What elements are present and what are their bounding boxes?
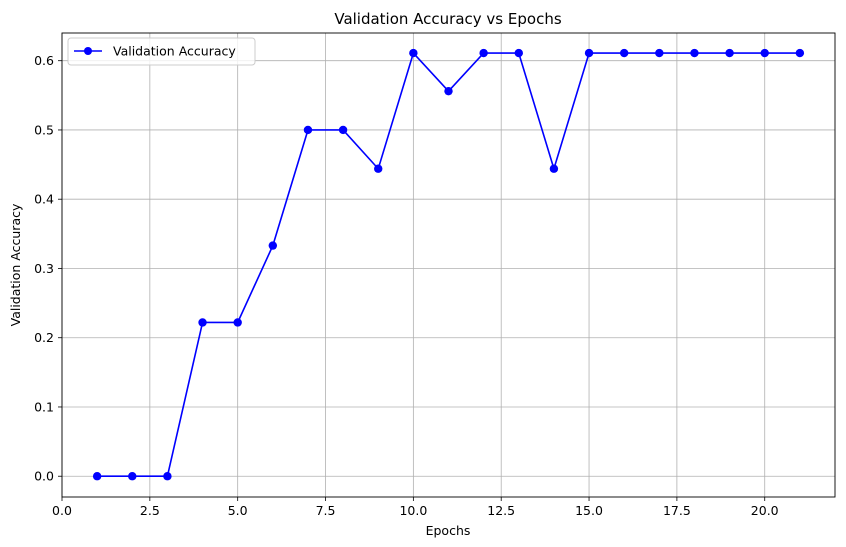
x-tick-label: 12.5 (487, 503, 515, 518)
data-point (128, 472, 137, 481)
data-point (374, 164, 383, 173)
plot-frame (61, 32, 836, 498)
y-tick-label: 0.1 (34, 399, 54, 414)
data-point (549, 164, 559, 173)
x-tick-label: 20.0 (751, 503, 779, 518)
series-line (97, 52, 800, 478)
data-point (760, 48, 769, 58)
y-tick-label: 0.2 (34, 330, 54, 345)
y-tick-label: 0.0 (34, 469, 54, 484)
legend: Validation Accuracy (67, 37, 256, 66)
data-point (444, 86, 453, 96)
data-point (303, 125, 313, 135)
data-point (409, 48, 418, 58)
legend-marker-swatch (84, 47, 92, 55)
data-point (655, 48, 664, 58)
legend-label: Validation Accuracy (113, 44, 236, 59)
data-point (338, 125, 348, 135)
data-point (725, 48, 734, 58)
x-tick-label: 5.0 (228, 503, 248, 518)
x-axis-label: Epochs (426, 523, 471, 538)
data-point (163, 472, 172, 481)
y-axis-ticks: 0.0 0.1 0.2 0.3 0.4 0.5 0.6 (34, 53, 62, 484)
x-axis-ticks: 0.0 2.5 5.0 7.5 10.0 12.5 15.0 17.5 20.0 (52, 497, 779, 518)
y-tick-label: 0.6 (34, 53, 54, 68)
x-tick-label: 17.5 (663, 503, 691, 518)
legend-box (67, 37, 256, 66)
series-layer (92, 48, 805, 481)
y-tick-label: 0.4 (34, 192, 54, 207)
y-axis-label: Validation Accuracy (8, 203, 23, 326)
y-tick-label: 0.5 (34, 122, 54, 137)
data-point (233, 318, 242, 327)
chart-title: Validation Accuracy vs Epochs (334, 10, 561, 28)
data-point (198, 318, 207, 327)
data-point (92, 472, 102, 481)
x-tick-label: 10.0 (399, 503, 427, 518)
data-point (690, 48, 699, 58)
data-point (584, 48, 594, 58)
data-point (795, 48, 805, 58)
grid (61, 33, 835, 497)
data-point (514, 48, 523, 58)
x-tick-label: 15.0 (575, 503, 603, 518)
y-tick-label: 0.3 (34, 261, 54, 276)
data-point (619, 48, 629, 58)
x-tick-label: 0.0 (52, 503, 72, 518)
data-point (268, 241, 278, 250)
x-tick-label: 2.5 (140, 503, 160, 518)
data-point (479, 48, 488, 58)
x-tick-label: 7.5 (316, 503, 336, 518)
